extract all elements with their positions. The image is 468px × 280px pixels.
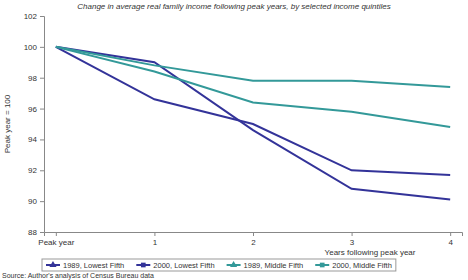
y-tick-label: 90 [28, 197, 37, 206]
series-line [56, 47, 450, 175]
series-line [56, 47, 450, 127]
x-tick-mark [253, 232, 254, 236]
y-tick: 100 [24, 43, 44, 52]
x-tick-label: 1 [153, 238, 158, 247]
legend-box [42, 259, 396, 271]
x-tick-label: 2 [251, 238, 256, 247]
x-tick: 4 [448, 232, 453, 247]
chart: Change in average real family income fol… [0, 0, 468, 280]
y-tick: 98 [28, 74, 44, 83]
y-tick-mark [40, 16, 44, 17]
x-tick: 1 [153, 232, 158, 247]
y-tick-mark [40, 78, 44, 79]
x-tick-mark [154, 232, 155, 236]
y-tick-mark [40, 170, 44, 171]
y-tick-mark [40, 232, 44, 233]
y-tick: 90 [28, 197, 44, 206]
y-tick-label: 96 [28, 105, 37, 114]
title: Change in average real family income fol… [77, 2, 391, 11]
legend-label: 1989, Lowest Fifth [63, 261, 124, 270]
legend-marker [230, 261, 237, 267]
y-tick-mark [40, 47, 44, 48]
y-tick: 94 [28, 135, 44, 144]
x-axis: Peak year 1 2 3 4 [38, 232, 462, 247]
series-lines [56, 47, 450, 200]
y-tick-label: 88 [28, 228, 37, 237]
y-tick-label: 94 [28, 135, 37, 144]
series-line [56, 47, 450, 200]
y-tick-label: 92 [28, 166, 37, 175]
legend: 1989, Lowest Fifth 2000, Lowest Fifth 1989… [42, 259, 396, 271]
y-tick: 96 [28, 105, 44, 114]
x-tick: 3 [350, 232, 355, 247]
legend-item: 2000, Middle Fifth [315, 261, 392, 270]
x-tick-label: 3 [350, 238, 355, 247]
source: Source: Author's analysis of Census Bure… [2, 272, 154, 280]
series-line [56, 47, 450, 87]
y-tick-label: 98 [28, 74, 37, 83]
legend-marker [141, 263, 146, 268]
x-axis-line [45, 233, 463, 237]
y-tick-mark [40, 201, 44, 202]
y-tick-mark [40, 109, 44, 110]
y-tick-mark [40, 139, 44, 140]
y-axis-title: Peak year = 100 [3, 94, 12, 153]
x-tick-mark [56, 232, 57, 236]
x-axis-title: Years following peak year [325, 248, 416, 257]
legend-item: 2000, Lowest Fifth [136, 261, 214, 270]
legend-marker [320, 263, 325, 268]
x-tick-mark [450, 232, 451, 236]
legend-item: 1989, Lowest Fifth [46, 261, 124, 270]
legend-marker [49, 261, 56, 267]
x-tick: Peak year [38, 232, 74, 247]
x-tick-mark [352, 232, 353, 236]
legend-label: 1989, Middle Fifth [244, 261, 304, 270]
y-axis-line [40, 17, 45, 233]
y-tick-label: 100 [24, 43, 38, 52]
legend-label: 2000, Lowest Fifth [153, 261, 214, 270]
y-axis: 88 90 92 94 96 98 100 102 [24, 12, 45, 237]
x-tick: 2 [251, 232, 256, 247]
legend-item: 1989, Middle Fifth [227, 261, 304, 270]
y-tick: 102 [24, 12, 44, 21]
y-tick-label: 102 [24, 12, 38, 21]
x-tick-label: Peak year [38, 238, 74, 247]
legend-label: 2000, Middle Fifth [332, 261, 392, 270]
x-tick-label: 4 [448, 238, 453, 247]
plot-area: 88 90 92 94 96 98 100 102 Peak year 1 2 3 4 [24, 12, 463, 247]
y-tick: 92 [28, 166, 44, 175]
y-tick: 88 [28, 228, 44, 237]
